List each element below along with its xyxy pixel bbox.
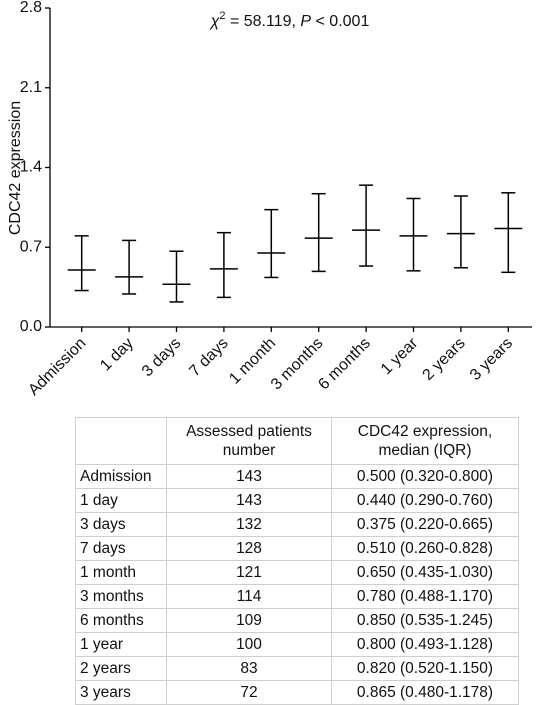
table-cell: 109 <box>166 608 332 633</box>
table-cell: 2 years <box>75 656 167 681</box>
annotation: χ2 = 58.119, P < 0.001 <box>209 10 370 30</box>
table-cell: 100 <box>166 632 332 657</box>
table-row: 1 year 100 0.800 (0.493-1.128) <box>75 632 519 657</box>
table-cell: 121 <box>166 560 332 585</box>
header-line: median (IQR) <box>378 442 472 459</box>
chart: χ2 = 58.119, P < 0.001 CDC42 expression … <box>7 0 532 399</box>
table-cell: 0.800 (0.493-1.128) <box>331 632 519 657</box>
y-tick-label: 2.8 <box>20 0 42 16</box>
x-tick-label: 7 days <box>186 335 231 380</box>
table-row: 3 years 72 0.865 (0.480-1.178) <box>75 680 519 705</box>
table-cell: 7 days <box>75 536 167 561</box>
table-cell: Admission <box>75 464 167 489</box>
table-row: 1 month 121 0.650 (0.435-1.030) <box>75 560 519 585</box>
header-line: number <box>222 442 276 459</box>
table-row: 3 months 114 0.780 (0.488-1.170) <box>75 584 519 609</box>
y-axis-label: CDC42 expression <box>7 101 24 235</box>
table-cell: 0.650 (0.435-1.030) <box>331 560 519 585</box>
table-cell: 3 years <box>75 680 167 705</box>
header-cell: Assessed patients number <box>166 417 332 465</box>
table-row: Admission 143 0.500 (0.320-0.800) <box>75 464 519 489</box>
y-tick-label: 2.1 <box>20 79 42 96</box>
table-cell: 143 <box>166 464 332 489</box>
table-row: 6 months 109 0.850 (0.535-1.245) <box>75 608 519 633</box>
sup: 2 <box>219 10 225 22</box>
table-cell: 0.440 (0.290-0.760) <box>331 488 519 513</box>
stat: = 58.119, <box>226 13 301 30</box>
table-cell: 0.510 (0.260-0.828) <box>331 536 519 561</box>
table-cell: 83 <box>166 656 332 681</box>
table: Assessed patients number CDC42 expression… <box>75 417 519 705</box>
table-cell: 72 <box>166 680 332 705</box>
table-cell: 0.500 (0.320-0.800) <box>331 464 519 489</box>
y-tick-label: 0.0 <box>20 318 42 335</box>
p: P <box>300 13 311 30</box>
x-tick-label: 3 days <box>139 335 184 380</box>
x-tick-label: Admission <box>25 335 89 399</box>
table-cell: 0.865 (0.480-1.178) <box>331 680 519 705</box>
table-row: 2 years 83 0.820 (0.520-1.150) <box>75 656 519 681</box>
header-row: Assessed patients number CDC42 expression… <box>75 417 519 465</box>
table-row: 7 days 128 0.510 (0.260-0.828) <box>75 536 519 561</box>
table-cell: 143 <box>166 488 332 513</box>
table-cell: 0.820 (0.520-1.150) <box>331 656 519 681</box>
x-tick-label: 2 years <box>420 335 469 384</box>
x-tick-label: 1 day <box>97 335 137 375</box>
table-cell: 128 <box>166 536 332 561</box>
header-line: Assessed patients <box>186 423 312 440</box>
table-cell: 132 <box>166 512 332 537</box>
table-cell: 1 day <box>75 488 167 513</box>
x-tick-label: 1 year <box>378 334 422 378</box>
table-cell: 114 <box>166 584 332 609</box>
rest: < 0.001 <box>311 13 369 30</box>
chi: χ <box>209 13 220 30</box>
table-cell: 1 month <box>75 560 167 585</box>
header-line: CDC42 expression, <box>357 423 493 440</box>
x-tick-label: 3 years <box>467 335 516 384</box>
y-tick-label: 0.7 <box>20 238 42 255</box>
table-cell: 0.375 (0.220-0.665) <box>331 512 519 537</box>
table-cell: 3 months <box>75 584 167 609</box>
table-cell: 0.780 (0.488-1.170) <box>331 584 519 609</box>
header-cell: CDC42 expression, median (IQR) <box>331 417 519 465</box>
table-cell: 0.850 (0.535-1.245) <box>331 608 519 633</box>
table-cell: 1 year <box>75 632 167 657</box>
header-cell <box>75 417 167 465</box>
table-row: 3 days 132 0.375 (0.220-0.665) <box>75 512 519 537</box>
y-tick-label: 1.4 <box>20 159 42 176</box>
table-cell: 3 days <box>75 512 167 537</box>
x-tick-label: 6 months <box>315 335 374 394</box>
table-row: 1 day 143 0.440 (0.290-0.760) <box>75 488 519 513</box>
table-cell: 6 months <box>75 608 167 633</box>
